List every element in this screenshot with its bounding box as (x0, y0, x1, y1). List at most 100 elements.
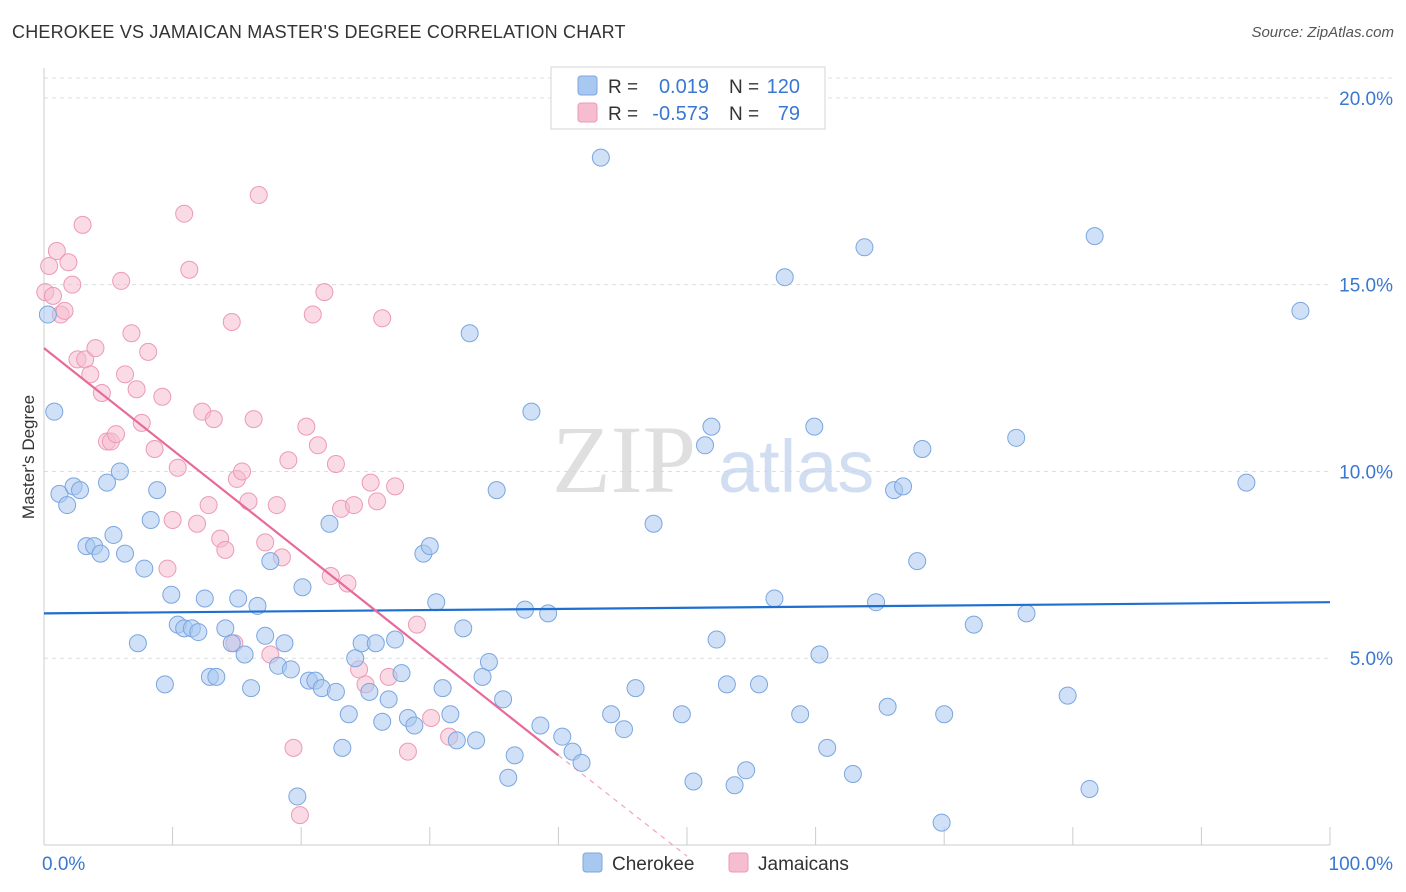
cherokee-point (98, 473, 117, 492)
cherokee-point (707, 630, 726, 649)
cherokee-point (116, 544, 135, 563)
jamaicans-point (407, 615, 426, 634)
jamaicans-point (361, 473, 380, 492)
jamaicans-point (55, 301, 74, 320)
jamaicans-point (326, 454, 345, 473)
legend-r-value: -0.573 (652, 103, 709, 125)
jamaicans-point (63, 275, 82, 294)
cherokee-point (602, 705, 621, 724)
jamaicans-point (188, 514, 207, 533)
cherokee-point (473, 667, 492, 686)
legend-n-label: N = (729, 104, 759, 125)
cherokee-point (104, 525, 123, 544)
cherokee-point (58, 496, 77, 515)
cherokee-point (405, 716, 424, 735)
cherokee-point (614, 720, 633, 739)
jamaicans-point (40, 256, 59, 275)
cherokee-point (162, 585, 181, 604)
cherokee-point (1007, 428, 1026, 447)
cherokee-point (805, 417, 824, 436)
cherokee-point (222, 634, 241, 653)
jamaicans-point (86, 339, 105, 358)
legend-swatch-cherokee (577, 75, 598, 96)
stats-legend: R = 0.019 N = 120 R = -0.573 N = 79 (550, 66, 826, 130)
x-ticks (43, 827, 1331, 845)
cherokee-point (420, 537, 439, 556)
jamaicans-point (244, 410, 263, 429)
cherokee-point (644, 514, 663, 533)
jamaicans-points (36, 186, 459, 825)
cherokee-point (487, 481, 506, 500)
cherokee-point (553, 727, 572, 746)
cherokee-point (454, 619, 473, 638)
y-tick-label: 5.0% (1350, 649, 1393, 670)
jamaicans-point (163, 511, 182, 530)
cherokee-point (717, 675, 736, 694)
jamaicans-point (216, 540, 235, 559)
cherokee-point (293, 578, 312, 597)
cherokee-point (867, 593, 886, 612)
legend-r-label: R = (608, 104, 638, 125)
bottom-legend-swatch-jamaicans (728, 852, 749, 873)
cherokee-point (373, 712, 392, 731)
cherokee-point (932, 813, 951, 832)
jamaicans-point (59, 253, 78, 272)
y-axis-title: Master's Degree (19, 395, 38, 519)
cherokee-point (392, 664, 411, 683)
jamaicans-point (168, 458, 187, 477)
cherokee-point (935, 705, 954, 724)
cherokee-point (110, 462, 129, 481)
jamaicans-trend-line (43, 347, 560, 757)
cherokee-trend-line (43, 601, 1331, 615)
cherokee-point (1291, 301, 1310, 320)
cherokee-point (467, 731, 486, 750)
cherokee-point (1080, 779, 1099, 798)
x-tick-label: 0.0% (42, 854, 85, 875)
jamaicans-point (145, 440, 164, 459)
cherokee-point (791, 705, 810, 724)
jamaicans-point (233, 462, 252, 481)
cherokee-points (38, 148, 1310, 832)
cherokee-point (333, 738, 352, 757)
jamaicans-point (81, 365, 100, 384)
jamaicans-point (239, 492, 258, 511)
jamaicans-point (132, 413, 151, 432)
cherokee-point (913, 440, 932, 459)
legend-swatch-jamaicans (577, 102, 598, 123)
cherokee-point (460, 324, 479, 343)
cherokee-point (539, 604, 558, 623)
bottom-legend-swatch-cherokee (582, 852, 603, 873)
cherokee-point (433, 679, 452, 698)
cherokee-point (256, 626, 275, 645)
cherokee-point (765, 589, 784, 608)
cherokee-point (360, 682, 379, 701)
cherokee-point (195, 589, 214, 608)
cherokee-point (522, 402, 541, 421)
cherokee-point (696, 436, 715, 455)
chart-title: CHEROKEE VS JAMAICAN MASTER'S DEGREE COR… (12, 22, 626, 42)
y-tick-labels: 5.0% 10.0% 15.0% 20.0% (1339, 89, 1393, 670)
cherokee-point (684, 772, 703, 791)
cherokee-point (1237, 473, 1256, 492)
jamaicans-point (344, 496, 363, 515)
cherokee-point (288, 787, 307, 806)
x-tick-label: 100.0% (1329, 854, 1394, 875)
bottom-legend-label-jamaicans: Jamaicans (758, 854, 849, 875)
jamaicans-point (267, 496, 286, 515)
jamaicans-point (315, 283, 334, 302)
cherokee-point (1058, 686, 1077, 705)
cherokee-point (737, 761, 756, 780)
cherokee-point (71, 481, 90, 500)
cherokee-point (141, 511, 160, 530)
jamaicans-point (204, 410, 223, 429)
cherokee-point (894, 477, 913, 496)
legend-r-value: 0.019 (659, 76, 709, 98)
legend-n-value: 79 (778, 103, 800, 125)
jamaicans-point (73, 215, 92, 234)
cherokee-point (479, 652, 498, 671)
jamaicans-point (284, 738, 303, 757)
jamaicans-point (308, 436, 327, 455)
chart-source: Source: ZipAtlas.com (1251, 24, 1394, 41)
cherokee-point (878, 697, 897, 716)
bottom-legend-label-cherokee: Cherokee (612, 854, 694, 875)
